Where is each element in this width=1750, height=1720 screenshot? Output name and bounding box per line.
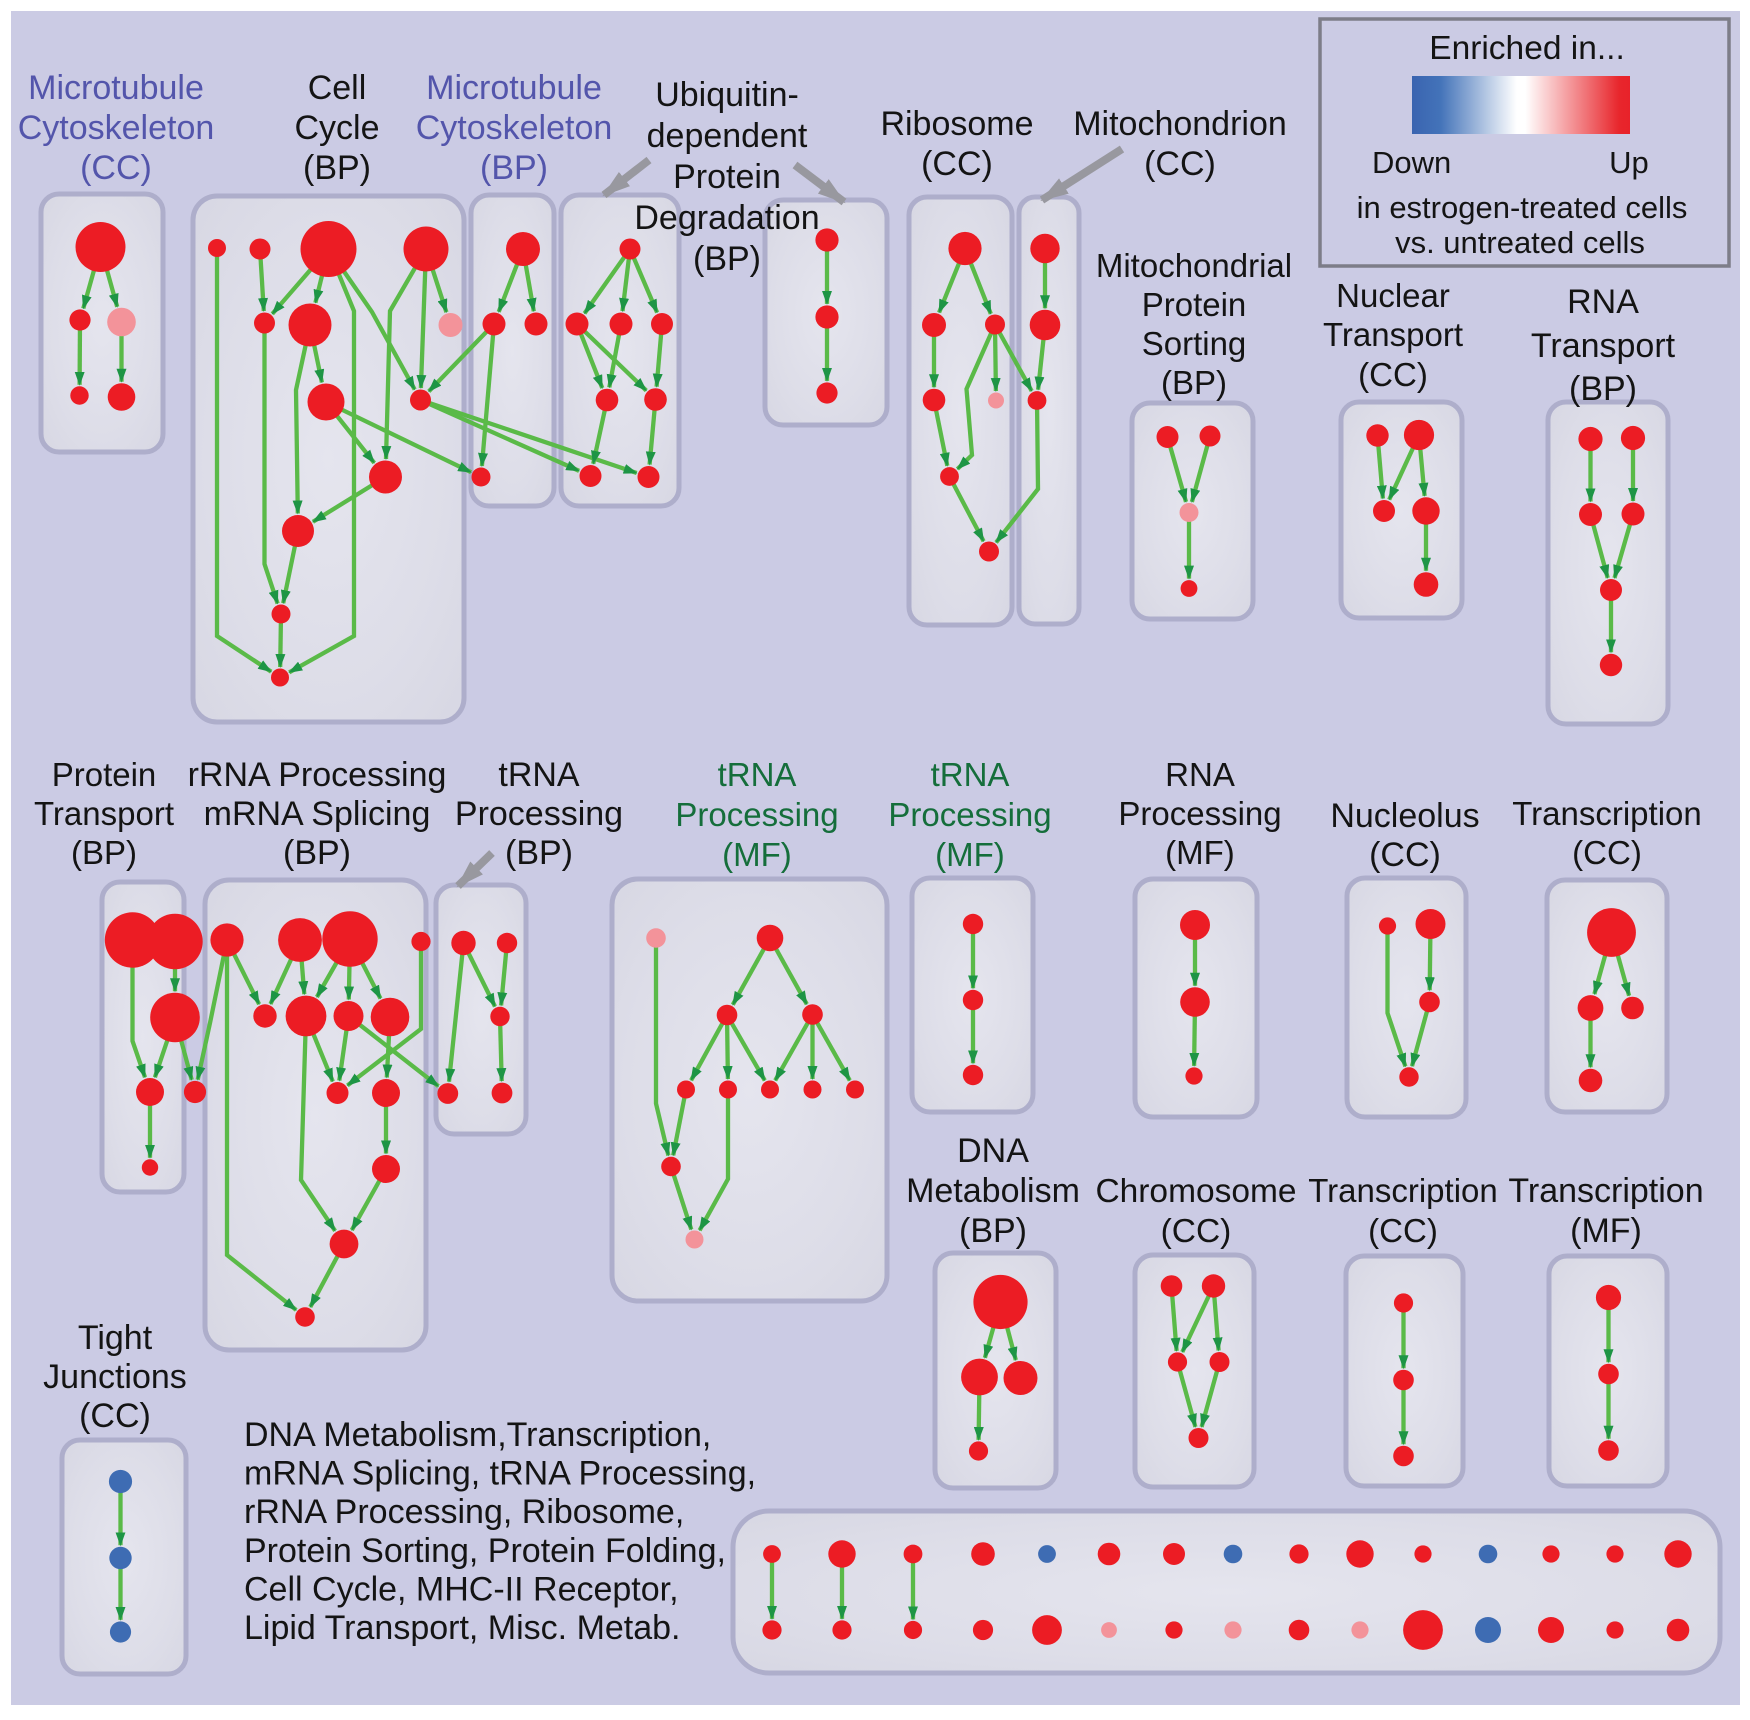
svg-text:Processing: Processing [675,796,838,833]
svg-text:(BP): (BP) [480,149,548,187]
svg-text:(BP): (BP) [283,834,351,872]
svg-text:(CC): (CC) [1368,1212,1438,1249]
svg-text:vs. untreated cells: vs. untreated cells [1395,225,1645,260]
svg-text:Degradation: Degradation [634,199,819,237]
svg-text:(CC): (CC) [80,149,152,187]
svg-text:Metabolism: Metabolism [906,1172,1080,1210]
svg-text:Enriched in...: Enriched in... [1429,30,1625,67]
svg-text:Cytoskeleton: Cytoskeleton [18,109,215,147]
svg-text:(BP): (BP) [693,240,761,278]
svg-text:RNA: RNA [1165,756,1235,793]
svg-text:(BP): (BP) [303,149,371,187]
svg-text:Cell Cycle, MHC-II Receptor,: Cell Cycle, MHC-II Receptor, [244,1570,679,1608]
svg-text:(CC): (CC) [1369,836,1441,874]
svg-text:rRNA Processing, Ribosome,: rRNA Processing, Ribosome, [244,1493,684,1531]
svg-text:Cytoskeleton: Cytoskeleton [416,109,613,147]
svg-text:Ubiquitin-: Ubiquitin- [655,76,799,114]
svg-text:(MF): (MF) [935,836,1005,873]
svg-text:(BP): (BP) [1161,364,1227,401]
svg-text:(CC): (CC) [1358,356,1428,393]
svg-text:Mitochondrial: Mitochondrial [1096,247,1292,284]
svg-text:(BP): (BP) [505,834,573,872]
svg-text:(CC): (CC) [79,1397,151,1435]
svg-text:Junctions: Junctions [43,1358,187,1396]
svg-text:(CC): (CC) [1144,145,1216,183]
svg-text:Transcription: Transcription [1508,1172,1703,1210]
svg-text:mRNA Splicing, tRNA Processing: mRNA Splicing, tRNA Processing, [244,1455,756,1493]
svg-text:in estrogen-treated cells: in estrogen-treated cells [1357,190,1688,225]
svg-text:RNA: RNA [1567,283,1639,321]
svg-text:Transport: Transport [1323,316,1463,353]
svg-text:Transport: Transport [1531,327,1676,365]
svg-text:Chromosome: Chromosome [1095,1173,1296,1210]
svg-text:dependent: dependent [647,117,808,155]
svg-text:Up: Up [1609,145,1649,180]
svg-text:mRNA Splicing: mRNA Splicing [204,795,431,833]
svg-text:Lipid Transport, Misc. Metab.: Lipid Transport, Misc. Metab. [244,1609,681,1647]
svg-text:Microtubule: Microtubule [28,69,204,107]
svg-text:Transcription: Transcription [1512,795,1702,832]
svg-text:(BP): (BP) [71,834,137,871]
svg-text:Down: Down [1372,145,1451,180]
svg-text:Microtubule: Microtubule [426,69,602,107]
svg-text:Ribosome: Ribosome [880,105,1033,143]
svg-text:Nuclear: Nuclear [1336,277,1450,314]
svg-text:tRNA: tRNA [931,756,1010,793]
svg-text:Processing: Processing [455,795,623,833]
svg-text:DNA Metabolism,Transcription,: DNA Metabolism,Transcription, [244,1416,711,1454]
svg-text:(MF): (MF) [722,836,792,873]
svg-text:tRNA: tRNA [718,756,797,793]
svg-text:rRNA Processing: rRNA Processing [188,756,447,794]
svg-text:Transcription: Transcription [1308,1172,1498,1209]
svg-text:Processing: Processing [1118,795,1281,832]
svg-text:Nucleolus: Nucleolus [1330,797,1479,835]
svg-text:tRNA: tRNA [498,756,580,794]
svg-text:Protein Sorting, Protein Foldi: Protein Sorting, Protein Folding, [244,1532,726,1570]
svg-text:(CC): (CC) [1161,1213,1232,1250]
svg-text:Transport: Transport [34,795,174,832]
svg-text:(CC): (CC) [1572,834,1642,871]
svg-text:Tight: Tight [78,1319,153,1357]
svg-text:Sorting: Sorting [1142,325,1247,362]
svg-text:Cycle: Cycle [294,109,379,147]
svg-text:(MF): (MF) [1165,834,1235,871]
svg-text:Protein: Protein [673,158,781,196]
svg-text:(BP): (BP) [959,1212,1027,1250]
svg-text:Mitochondrion: Mitochondrion [1073,105,1287,143]
svg-text:(CC): (CC) [921,145,993,183]
svg-text:Cell: Cell [308,69,367,107]
svg-text:DNA: DNA [957,1132,1029,1170]
svg-text:Processing: Processing [888,796,1051,833]
svg-text:Protein: Protein [1142,286,1247,323]
svg-text:Protein: Protein [52,756,157,793]
svg-text:(MF): (MF) [1570,1212,1642,1250]
svg-text:(BP): (BP) [1569,370,1637,408]
